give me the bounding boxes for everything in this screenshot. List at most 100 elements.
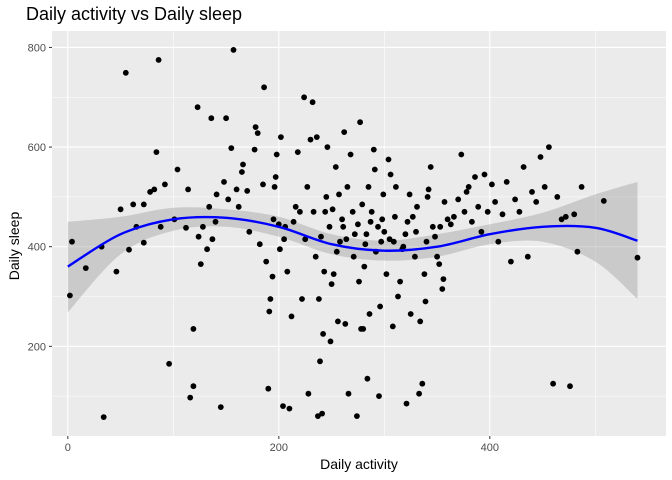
data-point (390, 238, 397, 245)
data-point (341, 129, 348, 136)
data-point (478, 228, 485, 235)
data-point (437, 223, 444, 230)
data-point (558, 216, 565, 223)
data-point (151, 186, 158, 193)
data-point (489, 181, 495, 188)
data-point (463, 189, 470, 195)
data-point (217, 404, 224, 410)
x-axis: 0 200 400 (65, 436, 499, 454)
data-point (208, 115, 215, 122)
data-point (272, 174, 279, 180)
data-point (578, 184, 585, 190)
data-point (379, 216, 386, 223)
data-point (546, 144, 552, 151)
data-point (554, 194, 561, 200)
data-point (344, 184, 351, 190)
data-point (377, 303, 383, 310)
data-point (288, 313, 295, 320)
data-point (185, 186, 192, 193)
data-point (393, 184, 399, 190)
data-point (313, 134, 320, 141)
data-point (194, 104, 201, 111)
data-point (330, 271, 337, 277)
y-axis-label: Daily sleep (6, 212, 22, 281)
data-point (302, 236, 309, 243)
data-point (503, 179, 510, 185)
data-point (387, 171, 394, 178)
data-point (423, 238, 430, 245)
data-point (409, 213, 416, 220)
data-point (413, 228, 419, 235)
data-point (157, 223, 164, 230)
data-point (204, 246, 211, 253)
data-point (375, 223, 381, 230)
data-point (429, 223, 436, 230)
data-point (371, 166, 378, 173)
data-point (277, 246, 283, 253)
data-point (412, 253, 418, 260)
data-point (541, 184, 548, 190)
data-point (364, 375, 371, 382)
data-point (281, 236, 287, 243)
data-point (508, 258, 514, 265)
data-point (337, 238, 343, 245)
data-point (327, 338, 334, 345)
data-point (206, 203, 213, 210)
data-point (421, 271, 428, 277)
data-point (284, 268, 291, 275)
data-point (223, 115, 230, 122)
data-point (329, 206, 336, 213)
data-point (235, 203, 242, 210)
data-point (516, 208, 523, 215)
data-point (318, 233, 324, 240)
data-point (166, 360, 173, 367)
data-point (451, 213, 457, 220)
data-point (351, 231, 358, 238)
data-point (567, 383, 573, 390)
data-point (294, 149, 301, 156)
data-point (404, 218, 411, 225)
data-point (190, 383, 197, 390)
data-point (155, 57, 162, 63)
y-tick-label: 600 (28, 142, 46, 154)
data-point (117, 206, 124, 213)
data-point (256, 241, 263, 248)
data-point (368, 208, 375, 215)
x-tick-label: 400 (481, 442, 499, 454)
data-point (126, 246, 132, 253)
data-point (472, 174, 478, 180)
data-point (240, 161, 246, 168)
data-point (100, 414, 107, 420)
data-point (600, 198, 607, 204)
data-point (342, 321, 349, 327)
data-point (533, 199, 540, 205)
data-point (187, 394, 194, 401)
data-point (484, 208, 491, 215)
data-point (417, 318, 424, 325)
data-point (425, 186, 432, 193)
data-point (270, 216, 277, 223)
data-point (265, 385, 272, 392)
data-point (444, 216, 451, 223)
data-point (400, 243, 407, 250)
data-point (315, 413, 321, 419)
data-point (370, 146, 377, 153)
data-point (200, 223, 206, 230)
data-point (355, 221, 361, 228)
data-point (349, 208, 356, 215)
data-point (233, 186, 240, 193)
data-point (69, 238, 75, 245)
data-point (414, 203, 420, 210)
data-point (354, 413, 360, 419)
x-tick-label: 200 (270, 442, 288, 454)
y-tick-label: 200 (28, 341, 46, 353)
data-point (461, 208, 468, 215)
data-point (562, 213, 569, 220)
data-point (422, 298, 429, 305)
data-point (357, 119, 363, 126)
data-point (634, 254, 641, 261)
data-point (174, 166, 181, 173)
data-point (299, 296, 305, 302)
data-point (524, 253, 531, 260)
data-point (252, 124, 259, 130)
